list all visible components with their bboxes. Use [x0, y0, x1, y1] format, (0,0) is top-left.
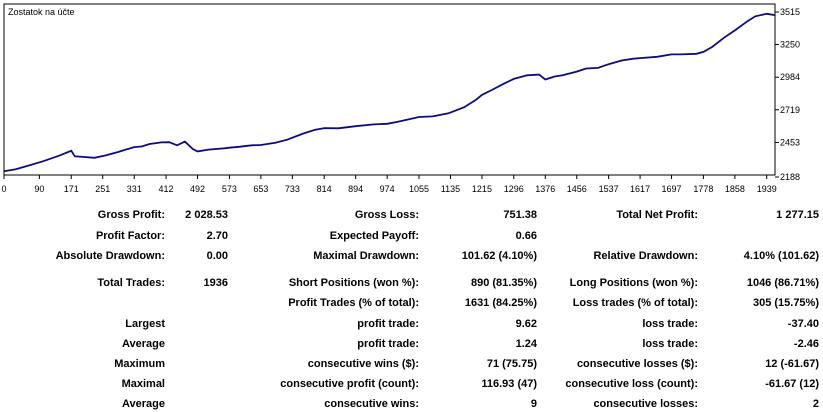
- x-tick-label: 1858: [725, 184, 745, 194]
- stat-value-v2: 1.24: [515, 338, 537, 350]
- stat-label-c2: Maximal Drawdown:: [313, 250, 419, 262]
- x-tick-label: 573: [222, 184, 237, 194]
- stat-label-c1: Total Trades:: [97, 277, 165, 289]
- stat-value-v2: 751.38: [503, 209, 537, 221]
- stat-value-v3: 2: [812, 398, 819, 410]
- stat-value-v3: 305 (15.75%): [752, 297, 819, 309]
- stat-label-c2: Short Positions (won %):: [288, 277, 419, 289]
- stat-label-c3: Loss trades (% of total):: [572, 297, 698, 309]
- stat-label-c2: Gross Loss:: [354, 209, 419, 221]
- stat-value-v1: 0.00: [206, 250, 228, 262]
- x-tick-label: 412: [159, 184, 174, 194]
- balance-chart: Zostatok na účte 3515 3250 2984 2719 2453 218…: [0, 0, 823, 202]
- stat-label-c1: Average: [121, 338, 165, 350]
- stat-value-v3: 1 277.15: [776, 209, 819, 221]
- y-tick-label: 2719: [780, 105, 800, 115]
- stat-label-c3: Total Net Profit:: [616, 209, 698, 221]
- stat-label-c2: Profit Trades (% of total):: [288, 297, 419, 309]
- x-tick-label: 1215: [472, 184, 492, 194]
- x-tick-label: 1296: [504, 184, 524, 194]
- balance-chart-svg: Zostatok na účte 3515 3250 2984 2719 2453 218…: [1, 3, 800, 194]
- stat-value-v3: -37.40: [787, 318, 819, 330]
- stat-value-v2: 71 (75.75): [486, 358, 537, 370]
- stat-label-c3: loss trade:: [642, 338, 698, 350]
- stat-label-c2: consecutive wins:: [324, 398, 419, 410]
- stat-label-c2: profit trade:: [357, 338, 419, 350]
- stat-label-c1: Maximum: [114, 358, 165, 370]
- stat-label-c2: consecutive profit (count):: [280, 378, 419, 390]
- stat-value-v3: -2.46: [793, 338, 819, 350]
- x-tick-label: 90: [34, 184, 44, 194]
- x-tick-label: 1617: [630, 184, 650, 194]
- stat-label-c1: Maximal: [121, 378, 165, 390]
- stat-value-v3: 4.10% (101.62): [743, 250, 819, 262]
- x-tick-label: 814: [317, 184, 332, 194]
- x-tick-label: 331: [127, 184, 142, 194]
- stat-label-c1: Largest: [125, 318, 165, 330]
- stat-label-c3: Long Positions (won %):: [569, 277, 698, 289]
- stat-label-c3: loss trade:: [642, 318, 698, 330]
- x-tick-label: 1376: [535, 184, 555, 194]
- chart-title: Zostatok na účte: [8, 7, 75, 17]
- x-axis: 0 90 171 251 331 412 492 573 653 733 814 894 974 1055…: [1, 175, 777, 194]
- stat-label-c1: Average: [121, 398, 165, 410]
- stat-value-v3: 12 (-61.67): [765, 358, 819, 370]
- x-tick-label: 1697: [662, 184, 682, 194]
- stat-label-c3: consecutive losses:: [593, 398, 698, 410]
- stat-value-v2: 9: [530, 398, 537, 410]
- stat-label-c3: consecutive losses ($):: [576, 358, 698, 370]
- stat-value-v2: 9.62: [515, 318, 537, 330]
- y-tick-label: 2453: [780, 137, 800, 147]
- stat-value-v2: 1631 (84.25%): [464, 297, 537, 309]
- x-tick-label: 974: [380, 184, 395, 194]
- y-tick-label: 3515: [780, 7, 800, 17]
- stat-label-c2: profit trade:: [357, 318, 419, 330]
- stat-label-c3: consecutive loss (count):: [565, 378, 698, 390]
- plot-area: [3, 3, 776, 176]
- stat-value-v2: 890 (81.35%): [470, 277, 537, 289]
- stat-label-c2: consecutive wins ($):: [307, 358, 419, 370]
- x-tick-label: 1456: [567, 184, 587, 194]
- x-tick-label: 894: [348, 184, 363, 194]
- x-tick-label: 1939: [757, 184, 777, 194]
- x-tick-label: 1055: [409, 184, 429, 194]
- stat-label-c1: Gross Profit:: [97, 209, 165, 221]
- stat-value-v1: 2.70: [206, 230, 228, 242]
- y-tick-label: 3250: [780, 40, 800, 50]
- stat-value-v2: 116.93 (47): [481, 378, 537, 390]
- y-axis: 3515 3250 2984 2719 2453 2188: [775, 7, 800, 182]
- stat-label-c1: Absolute Drawdown:: [55, 250, 165, 262]
- stat-value-v3: 1046 (86.71%): [746, 277, 819, 289]
- x-tick-label: 733: [285, 184, 300, 194]
- x-tick-label: 171: [64, 184, 79, 194]
- x-tick-label: 251: [95, 184, 110, 194]
- stat-value-v1: 2 028.53: [185, 209, 228, 221]
- x-tick-label: 1135: [441, 184, 460, 194]
- y-tick-label: 2188: [780, 172, 800, 182]
- x-tick-label: 653: [253, 184, 268, 194]
- x-tick-label: 1537: [599, 184, 619, 194]
- stat-value-v3: -61.67 (12): [765, 378, 819, 390]
- stat-value-v2: 0.66: [515, 230, 537, 242]
- x-tick-label: 0: [1, 184, 6, 194]
- stat-value-v1: 1936: [203, 277, 228, 289]
- balance-series-line: [3, 12, 776, 173]
- stat-value-v2: 101.62 (4.10%): [461, 250, 537, 262]
- x-tick-label: 1778: [693, 184, 713, 194]
- stat-label-c2: Expected Payoff:: [329, 230, 419, 242]
- stat-label-c1: Profit Factor:: [95, 230, 165, 242]
- y-tick-label: 2984: [780, 72, 800, 82]
- stat-label-c3: Relative Drawdown:: [593, 250, 698, 262]
- x-tick-label: 492: [190, 184, 205, 194]
